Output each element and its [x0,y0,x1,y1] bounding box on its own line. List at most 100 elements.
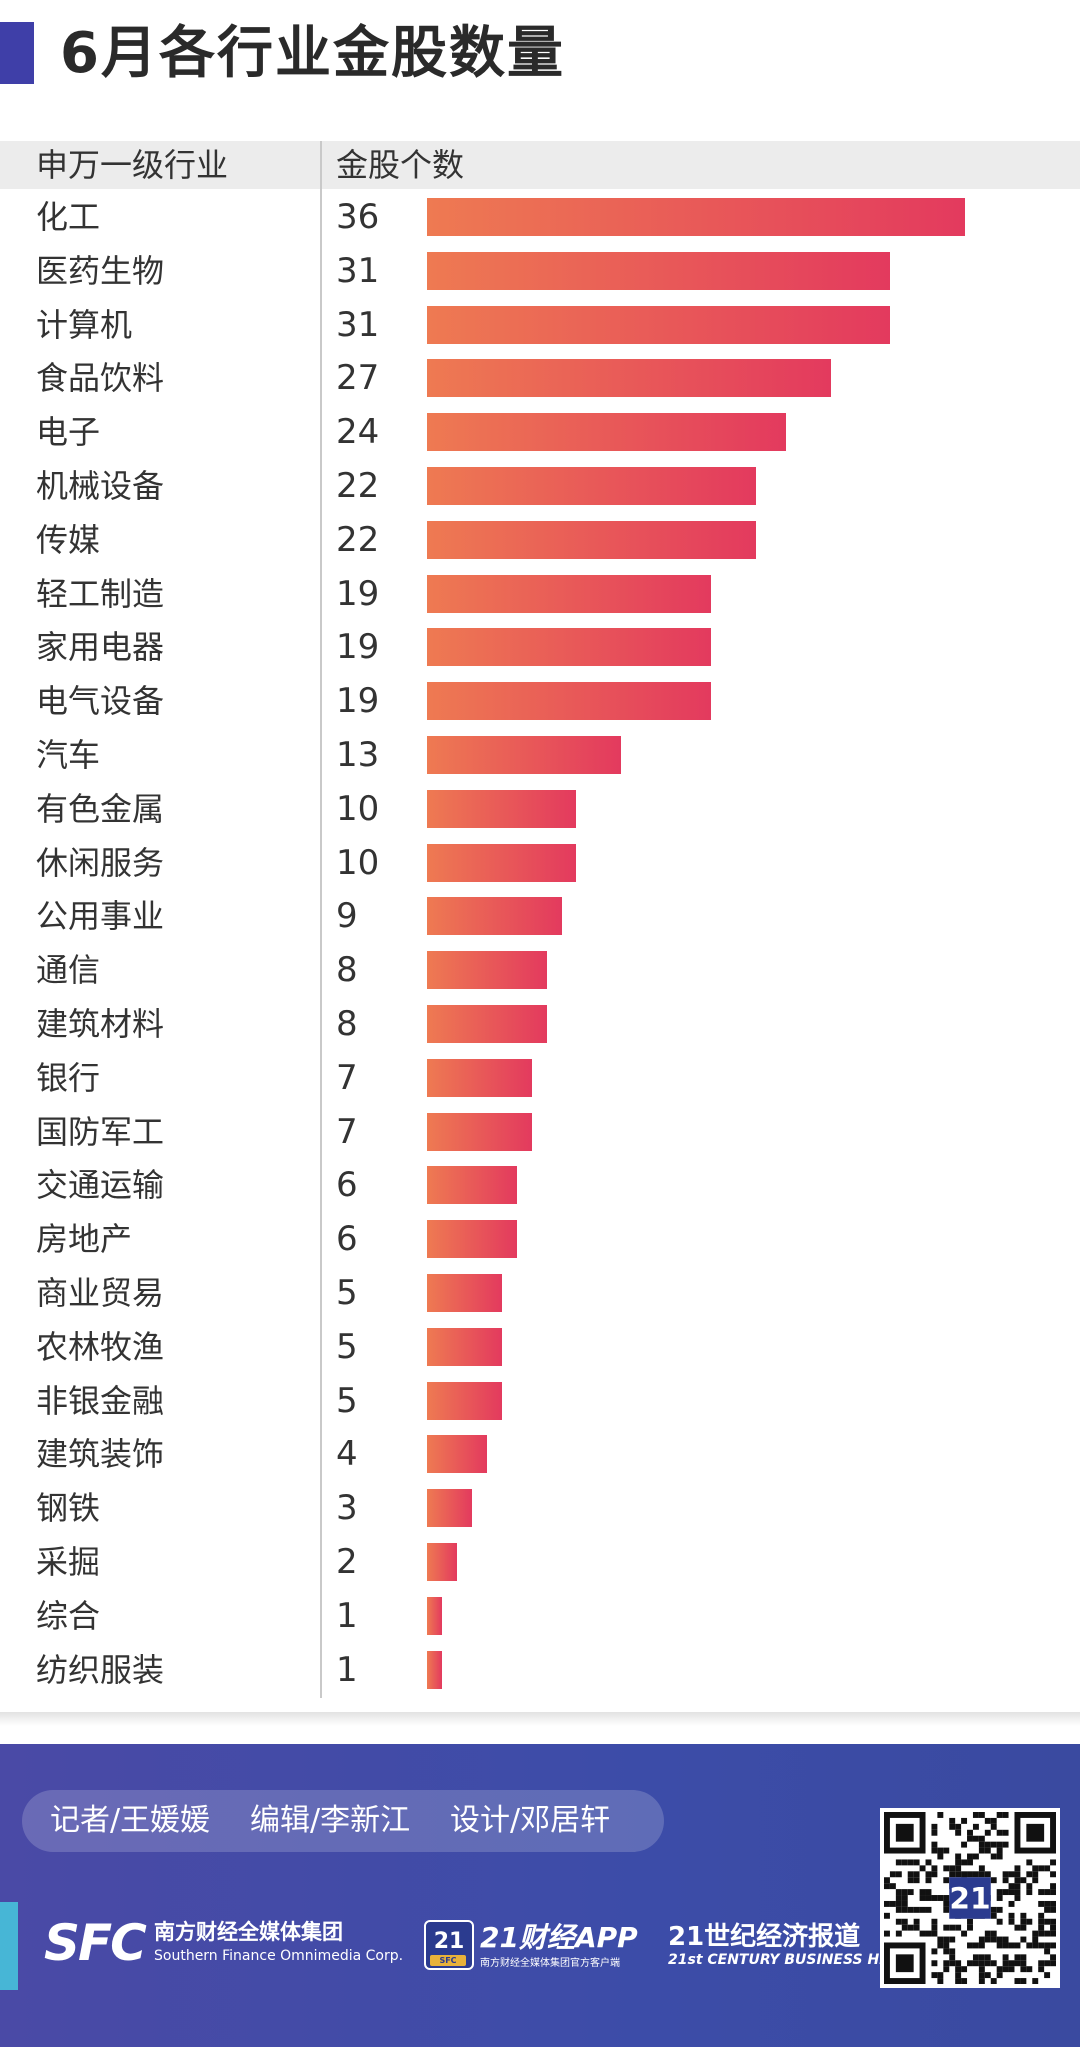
value-label: 9 [336,896,358,937]
value-label: 5 [336,1273,358,1313]
bar [427,251,891,290]
value-label: 5 [336,1380,358,1421]
value-header: 金股个数 [336,146,465,184]
category-label: 建筑装饰 [36,1435,165,1474]
bar [427,1274,502,1312]
value-label: 24 [336,412,380,453]
category-label: 采掘 [36,1543,101,1581]
category-label: 房地产 [36,1220,133,1259]
bar-chart: 化工 36 医药生物 31 计算机 31 食品饮料 27 电子 24 机械设备 22 传媒 22 轻工制造 1… [36,197,965,1690]
category-label: 家用电器 [36,628,165,667]
qr-code-icon[interactable]: 21 [884,1812,1056,1984]
category-label: 机械设备 [36,467,165,505]
sfc-name-en: Southern Finance Omnimedia Corp. [154,1948,404,1964]
page-title: 6月各行业金股数量 [60,21,565,86]
title-accent-bar [0,22,34,84]
category-label: 建筑材料 [36,1005,165,1043]
category-label: 银行 [36,1058,101,1097]
herald-name-en: 21st CENTURY BUSINESS HERALD [668,1952,931,1968]
svg-text:21: 21 [949,1881,990,1916]
category-label: 轻工制造 [36,574,165,613]
bar [427,413,786,452]
panel-shadow [0,1712,1080,1726]
bar [427,1005,547,1043]
category-label: 有色金属 [36,789,165,828]
category-label: 电气设备 [36,682,165,721]
category-label: 纺织服装 [36,1650,165,1689]
category-label: 公用事业 [36,897,165,936]
reporter-credit: 记者/王媛媛 [50,1803,211,1838]
value-label: 3 [336,1488,358,1529]
bar [427,736,622,774]
category-label: 通信 [36,951,101,990]
app-logo-sub: SFC [430,1955,466,1966]
app-name: 21财经APP [480,1921,638,1954]
value-label: 4 [336,1434,358,1475]
category-label: 化工 [36,198,101,236]
bar [427,1327,502,1366]
category-label: 汽车 [36,736,101,774]
value-label: 2 [336,1542,358,1582]
category-label: 商业贸易 [36,1274,165,1312]
value-label: 7 [336,1111,358,1152]
app-subtitle: 南方财经全媒体集团官方客户端 [480,1958,620,1969]
bar [427,1220,517,1259]
bar [427,682,711,721]
category-label: 医药生物 [36,251,165,290]
value-label: 22 [336,466,380,506]
value-label: 7 [336,1057,358,1098]
bar [427,1650,442,1689]
value-label: 36 [336,197,380,237]
category-header: 申万一级行业 [36,146,229,184]
category-label: 综合 [36,1596,101,1635]
category-label: 计算机 [36,305,133,344]
column-divider [320,141,322,1698]
sfc-name-cn: 南方财经全媒体集团 [154,1920,343,1944]
bar [427,305,891,344]
value-label: 5 [336,1326,358,1367]
bar [427,789,577,828]
category-label: 传媒 [36,520,101,559]
bar [427,1112,532,1151]
bar [427,198,965,236]
category-label: 食品饮料 [36,359,165,398]
bar [427,574,711,613]
editor-credit: 编辑/李新江 [250,1803,411,1838]
logo-accent-bar [0,1902,18,1990]
category-label: 电子 [36,413,101,452]
value-label: 31 [336,304,380,345]
bar [427,951,547,990]
value-label: 1 [336,1649,358,1690]
bar [427,1166,517,1205]
category-label: 非银金融 [36,1381,165,1420]
value-label: 10 [336,788,380,829]
category-label: 钢铁 [36,1489,101,1528]
value-label: 19 [336,627,380,668]
bar [427,1435,487,1474]
value-label: 6 [336,1219,358,1260]
value-label: 22 [336,519,380,560]
bar [427,843,577,882]
designer-credit: 设计/邓居轩 [450,1803,611,1838]
herald-name-cn: 21世纪经济报道 [668,1922,861,1952]
bar [427,628,711,667]
category-label: 国防军工 [36,1112,165,1151]
value-label: 13 [336,735,380,775]
bar [427,1489,472,1528]
bar [427,1381,502,1420]
bar [427,1543,457,1581]
value-label: 8 [336,950,358,991]
bar [427,467,756,505]
category-label: 休闲服务 [36,843,165,882]
bar [427,359,831,398]
value-label: 8 [336,1004,358,1044]
sfc-logo: SFC [44,1914,147,1972]
value-label: 10 [336,842,380,883]
bar [427,1596,442,1635]
value-label: 31 [336,250,380,291]
table-header-band [0,141,1080,189]
category-label: 交通运输 [36,1166,165,1205]
value-label: 27 [336,358,380,399]
value-label: 19 [336,681,380,722]
value-label: 6 [336,1165,358,1206]
